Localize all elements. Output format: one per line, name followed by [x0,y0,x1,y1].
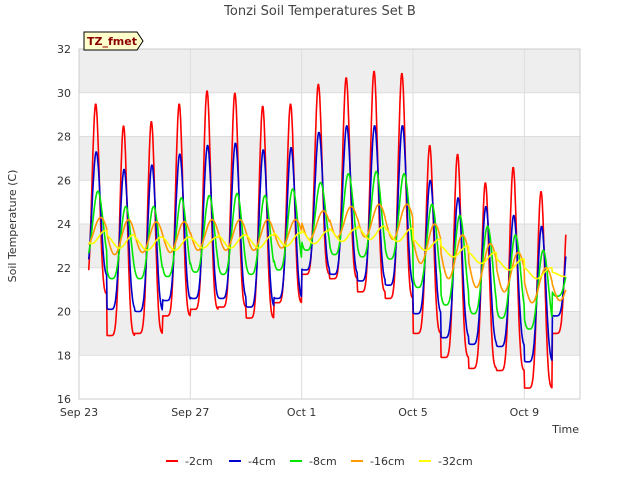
x-tick-label: Sep 27 [171,406,209,419]
y-tick-label: 30 [57,87,71,100]
plot-band [79,311,580,356]
legend-label--8cm: -8cm [309,455,337,468]
series-line--8cm [87,170,567,330]
y-tick-label: 18 [57,349,71,362]
y-tick-label: 22 [57,262,71,275]
series-line--4cm [87,125,567,363]
x-tick-label: Sep 23 [60,406,98,419]
legend: -2cm -4cm -8cm -16cm -32cm [166,455,473,468]
plot-band [79,49,580,93]
y-tick-label: 28 [57,131,71,144]
x-axis-label: Time [551,423,579,436]
y-tick-label: 16 [57,393,71,406]
legend-label--2cm: -2cm [185,455,213,468]
series-line--32cm [88,225,566,280]
chart-title: Tonzi Soil Temperatures Set B [223,4,416,19]
plot-band [79,136,580,181]
series-line--2cm [87,70,567,389]
tick-labels: 16 18 20 22 24 26 28 30 32 Sep 23 Sep 27 Oct 1 Oct 5… [57,43,539,419]
x-tick-label: Oct 5 [398,406,428,419]
x-tick-label: Oct 9 [510,406,540,419]
y-axis-label: Soil Temperature (C) [6,170,19,283]
axes [78,48,581,400]
y-tick-label: 26 [57,174,71,187]
legend-label--16cm: -16cm [370,455,405,468]
plot-border [78,48,581,400]
series-line--16cm [88,203,567,304]
annotation-box: TZ_fmet [83,31,144,51]
legend-label--32cm: -32cm [438,455,473,468]
x-tick-label: Oct 1 [287,406,317,419]
series-layer [87,70,567,389]
y-tick-label: 24 [57,218,71,231]
y-tick-label: 20 [57,306,71,319]
legend-label--4cm: -4cm [248,455,276,468]
y-tick-label: 32 [57,43,71,56]
annotation-label: TZ_fmet [87,35,137,48]
